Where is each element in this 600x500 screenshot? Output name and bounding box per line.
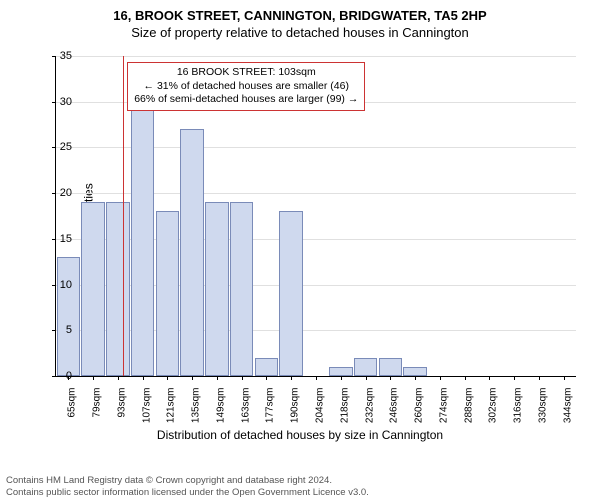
- callout-line1: 16 BROOK STREET: 103sqm: [134, 66, 358, 80]
- page-title-line2: Size of property relative to detached ho…: [0, 25, 600, 40]
- callout-line3: 66% of semi-detached houses are larger (…: [134, 93, 358, 107]
- xtick-label: 190sqm: [290, 388, 301, 424]
- ytick-label: 5: [50, 324, 72, 336]
- page-title-line1: 16, BROOK STREET, CANNINGTON, BRIDGWATER…: [0, 8, 600, 23]
- xtick-label: 163sqm: [240, 388, 251, 424]
- xtick-label: 316sqm: [513, 388, 524, 424]
- histogram-bar: [255, 358, 279, 376]
- xtick-label: 246sqm: [389, 388, 400, 424]
- xtick-label: 260sqm: [414, 388, 425, 424]
- xtick-label: 93sqm: [116, 388, 127, 418]
- histogram-bar: [57, 257, 81, 376]
- chart-container: Number of detached properties 65sqm79sqm…: [0, 46, 600, 446]
- xtick-label: 79sqm: [92, 388, 103, 418]
- histogram-bar: [180, 129, 204, 376]
- xtick-label: 135sqm: [191, 388, 202, 424]
- histogram-bar: [379, 358, 403, 376]
- footer-attribution: Contains HM Land Registry data © Crown c…: [6, 475, 369, 498]
- xtick-mark: [390, 376, 391, 380]
- footer-line1: Contains HM Land Registry data © Crown c…: [6, 475, 369, 486]
- xtick-label: 344sqm: [562, 388, 573, 424]
- plot-area: 65sqm79sqm93sqm107sqm121sqm135sqm149sqm1…: [55, 56, 576, 377]
- xtick-mark: [539, 376, 540, 380]
- ytick-label: 25: [50, 141, 72, 153]
- histogram-bar: [131, 93, 155, 376]
- marker-line: [123, 56, 124, 376]
- ytick-label: 10: [50, 279, 72, 291]
- xtick-mark: [316, 376, 317, 380]
- xtick-mark: [266, 376, 267, 380]
- histogram-bar: [403, 367, 427, 376]
- xtick-mark: [489, 376, 490, 380]
- histogram-bar: [205, 202, 229, 376]
- xtick-label: 218sqm: [339, 388, 350, 424]
- xtick-label: 274sqm: [438, 388, 449, 424]
- xtick-label: 302sqm: [488, 388, 499, 424]
- xtick-mark: [217, 376, 218, 380]
- xtick-label: 149sqm: [215, 388, 226, 424]
- xtick-mark: [143, 376, 144, 380]
- callout-box: 16 BROOK STREET: 103sqm← 31% of detached…: [127, 62, 365, 111]
- histogram-bar: [279, 211, 303, 376]
- histogram-bar: [329, 367, 353, 376]
- xtick-mark: [93, 376, 94, 380]
- histogram-bar: [106, 202, 130, 376]
- xtick-mark: [341, 376, 342, 380]
- xtick-mark: [366, 376, 367, 380]
- xtick-mark: [167, 376, 168, 380]
- xtick-label: 177sqm: [265, 388, 276, 424]
- xtick-label: 65sqm: [67, 388, 78, 418]
- histogram-bar: [230, 202, 254, 376]
- ytick-label: 0: [50, 370, 72, 382]
- callout-line2: ← 31% of detached houses are smaller (46…: [134, 80, 358, 94]
- histogram-bar: [156, 211, 180, 376]
- x-axis-label: Distribution of detached houses by size …: [0, 428, 600, 442]
- ytick-label: 20: [50, 187, 72, 199]
- histogram-bar: [81, 202, 105, 376]
- histogram-bar: [354, 358, 378, 376]
- footer-line2: Contains public sector information licen…: [6, 487, 369, 498]
- ytick-label: 35: [50, 50, 72, 62]
- xtick-mark: [514, 376, 515, 380]
- xtick-mark: [465, 376, 466, 380]
- xtick-mark: [415, 376, 416, 380]
- xtick-mark: [118, 376, 119, 380]
- xtick-mark: [440, 376, 441, 380]
- xtick-label: 121sqm: [166, 388, 177, 424]
- xtick-label: 232sqm: [364, 388, 375, 424]
- grid-line: [56, 56, 576, 57]
- ytick-label: 30: [50, 96, 72, 108]
- ytick-label: 15: [50, 233, 72, 245]
- xtick-mark: [192, 376, 193, 380]
- xtick-label: 107sqm: [141, 388, 152, 424]
- xtick-label: 288sqm: [463, 388, 474, 424]
- xtick-mark: [564, 376, 565, 380]
- xtick-label: 204sqm: [315, 388, 326, 424]
- xtick-mark: [291, 376, 292, 380]
- xtick-label: 330sqm: [537, 388, 548, 424]
- xtick-mark: [242, 376, 243, 380]
